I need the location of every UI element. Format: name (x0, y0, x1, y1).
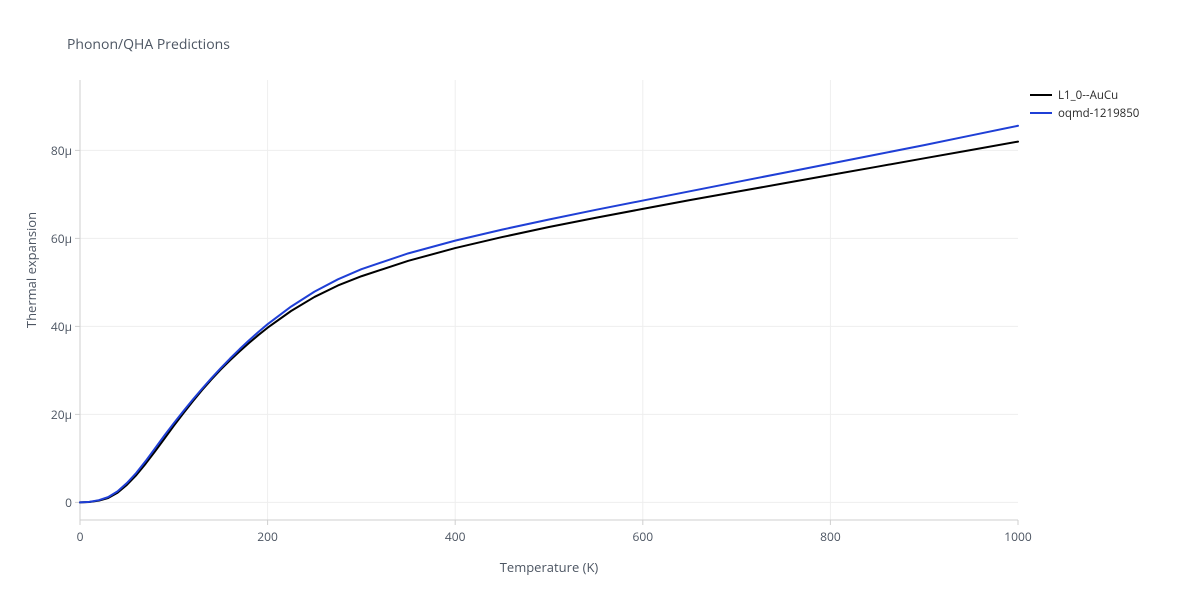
y-tick-label: 40μ (32, 318, 72, 335)
legend-item[interactable]: L1_0--AuCu (1030, 86, 1139, 104)
x-tick-label: 600 (623, 528, 663, 545)
y-tick-label: 60μ (32, 230, 72, 247)
legend-swatch (1030, 112, 1052, 114)
legend-item[interactable]: oqmd-1219850 (1030, 104, 1139, 122)
legend-label: oqmd-1219850 (1058, 106, 1139, 121)
plot-svg (0, 0, 1200, 600)
x-tick-label: 800 (810, 528, 850, 545)
x-tick-label: 1000 (998, 528, 1038, 545)
legend-label: L1_0--AuCu (1058, 88, 1118, 103)
y-tick-label: 80μ (32, 142, 72, 159)
y-tick-label: 0 (32, 494, 72, 511)
series-line (80, 142, 1018, 503)
legend: L1_0--AuCu oqmd-1219850 (1030, 86, 1139, 122)
x-tick-label: 400 (435, 528, 475, 545)
x-tick-label: 200 (248, 528, 288, 545)
series-line (80, 126, 1018, 503)
x-tick-label: 0 (60, 528, 100, 545)
chart-container: { "chart": { "type": "line", "title": "P… (0, 0, 1200, 600)
y-tick-label: 20μ (32, 406, 72, 423)
legend-swatch (1030, 94, 1052, 96)
